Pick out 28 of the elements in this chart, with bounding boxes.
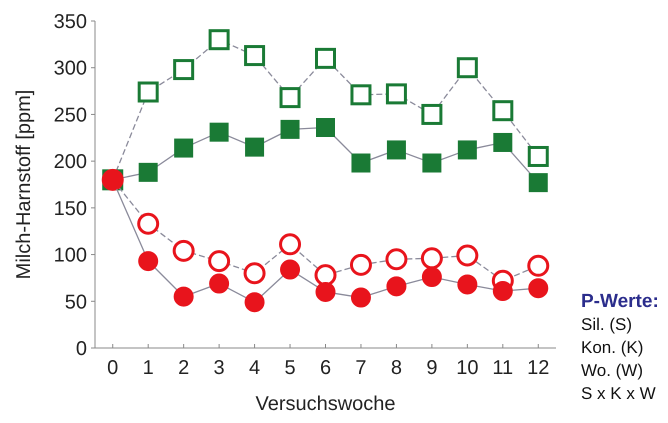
x-tick-label: 10 [456,357,478,379]
y-tick-label: 150 [54,198,87,220]
y-tick-label: 50 [64,291,87,314]
text: P-Werte: [581,291,659,312]
x-tick-label: 1 [142,357,154,379]
y-axis-title: Milch-Harnstoff [ppm] [13,90,35,280]
x-axis-title: Versuchswoche [255,393,396,415]
y-tick-label: 200 [54,151,87,174]
y-tick-label: 0 [76,338,87,360]
text: S x K x W [581,384,656,403]
x-tick-label: 4 [249,357,260,379]
y-tick-label: 250 [54,104,87,126]
y-tick-label: 350 [54,11,87,33]
x-tick-label: 8 [390,357,402,379]
x-tick-label: 9 [426,357,438,379]
x-tick-label: 5 [284,357,296,379]
x-tick-label: 0 [107,357,118,379]
y-tick-label: 300 [54,58,87,80]
x-tick-label: 2 [178,357,190,379]
x-tick-label: 7 [355,357,367,379]
y-tick-label: 100 [54,244,87,267]
text: Wo. (W) [581,361,644,380]
x-tick-label: 12 [527,357,550,379]
x-tick-label: 3 [214,357,225,379]
text: Sil. (S) [581,315,632,334]
text: Kon. (K) [581,338,644,357]
x-tick-label: 6 [320,357,332,379]
x-tick-label: 11 [492,357,514,379]
